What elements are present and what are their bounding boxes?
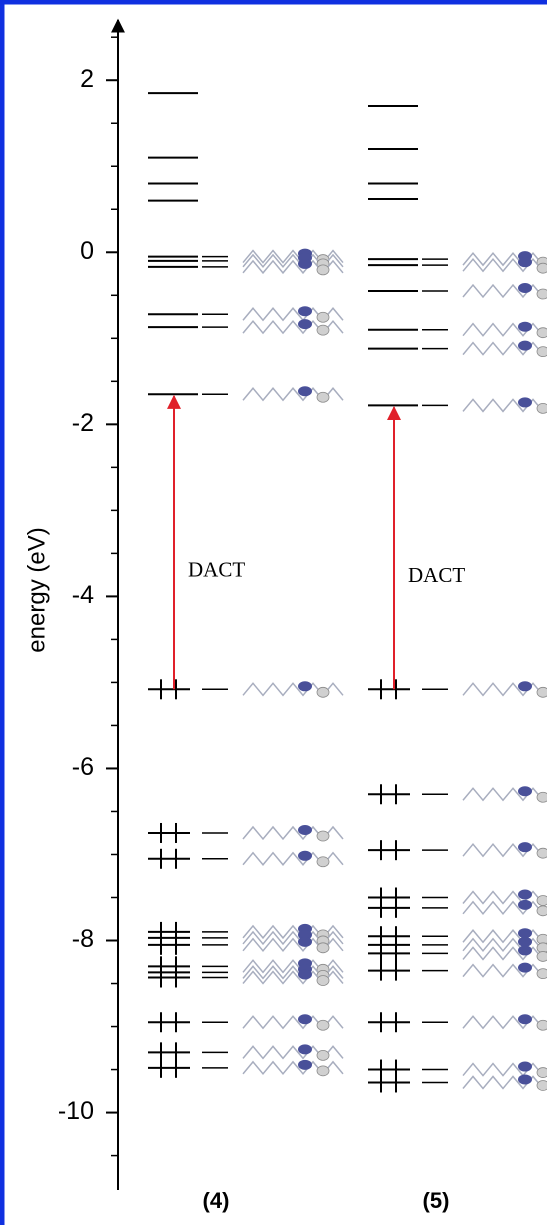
orbital-lobe [316,324,330,336]
orbital-sketch [462,682,547,697]
orbital-lobe [518,962,532,973]
y-tick-label: -10 [58,1097,94,1125]
orbital-lobe [316,1049,330,1061]
orbital-lobe [536,327,547,339]
orbital-sketch [462,787,547,802]
orbital-lobe [298,306,312,317]
orbital-sketch [462,890,547,905]
orbital-lobe [316,856,330,868]
orbital-lobe [536,686,547,698]
transition-label: DACT [408,563,465,587]
orbital-lobe [298,929,312,940]
orbital-lobe [536,905,547,917]
orbital-lobe [298,386,312,397]
orbital-lobe [298,1044,312,1055]
orbital-lobe [518,889,532,900]
orbital-sketch [462,1062,547,1077]
orbital-lobe [518,945,532,956]
orbital-lobe [298,850,312,861]
orbital-images [242,248,344,1077]
orbital-lobe [316,830,330,842]
orbital-lobe [518,1061,532,1072]
orbital-lobe [518,842,532,853]
orbital-lobe [536,346,547,358]
y-tick-label: -2 [72,409,94,437]
orbital-lobe [536,403,547,414]
orbital-lobe [298,1059,312,1070]
orbital-lobe [316,686,330,698]
orbital-sketch [462,283,547,299]
orbital-lobe [536,895,547,906]
orbital-lobe [536,951,547,962]
orbital-lobe [518,257,532,268]
orbital-lobe [518,340,532,351]
orbital-sketch [462,258,547,273]
orbital-lobe [518,1014,532,1025]
orbital-lobe [518,899,532,910]
orbital-lobe [536,968,547,980]
orbital-lobe [298,824,312,835]
orbital-images [462,251,547,1091]
y-axis-title: energy (eV) [23,527,50,652]
orbital-lobe [536,847,547,859]
orbital-lobe [298,936,312,947]
orbital-lobe [518,681,532,692]
orbital-lobe [518,282,532,293]
y-tick-label: 2 [80,65,94,93]
orbital-lobe [536,1067,547,1078]
orbital-lobe [316,975,330,986]
orbital-lobe [536,791,547,803]
orbital-lobe [316,264,330,276]
y-tick-label: -8 [72,925,94,953]
orbital-sketch [462,1015,547,1030]
orbital-lobe [298,319,312,330]
transition-label: DACT [188,558,245,582]
orbital-lobe [316,1019,330,1031]
y-tick-label: 0 [80,237,94,265]
orbital-sketch [462,398,547,413]
column-label: (5) [423,1188,450,1213]
orbital-lobe [518,928,532,939]
column-label: (4) [203,1188,230,1213]
orbital-lobe [518,321,532,332]
orbital-lobe [298,969,312,980]
y-tick-label: -4 [72,581,94,609]
orbital-sketch [462,1075,547,1090]
orbital-lobe [298,1014,312,1025]
orbital-lobe [536,288,547,300]
orbital-lobe [316,311,330,323]
orbital-lobe [518,397,532,408]
y-tick-label: -6 [72,753,94,781]
orbital-lobe [316,391,330,403]
orbital-lobe [536,262,547,274]
orbital-lobe [518,1074,532,1085]
orbital-sketch [462,322,547,337]
orbital-lobe [536,1080,547,1091]
orbital-sketch [462,963,547,978]
orbital-lobe [536,1019,547,1031]
orbital-lobe [518,786,532,797]
orbital-sketch [462,843,547,858]
orbital-lobe [316,1065,330,1077]
orbital-lobe [298,681,312,692]
orbital-lobe [316,942,330,954]
orbital-sketch [462,341,547,356]
orbital-lobe [298,258,312,269]
orbital-lobe [518,936,532,947]
orbital-sketch [462,900,547,915]
